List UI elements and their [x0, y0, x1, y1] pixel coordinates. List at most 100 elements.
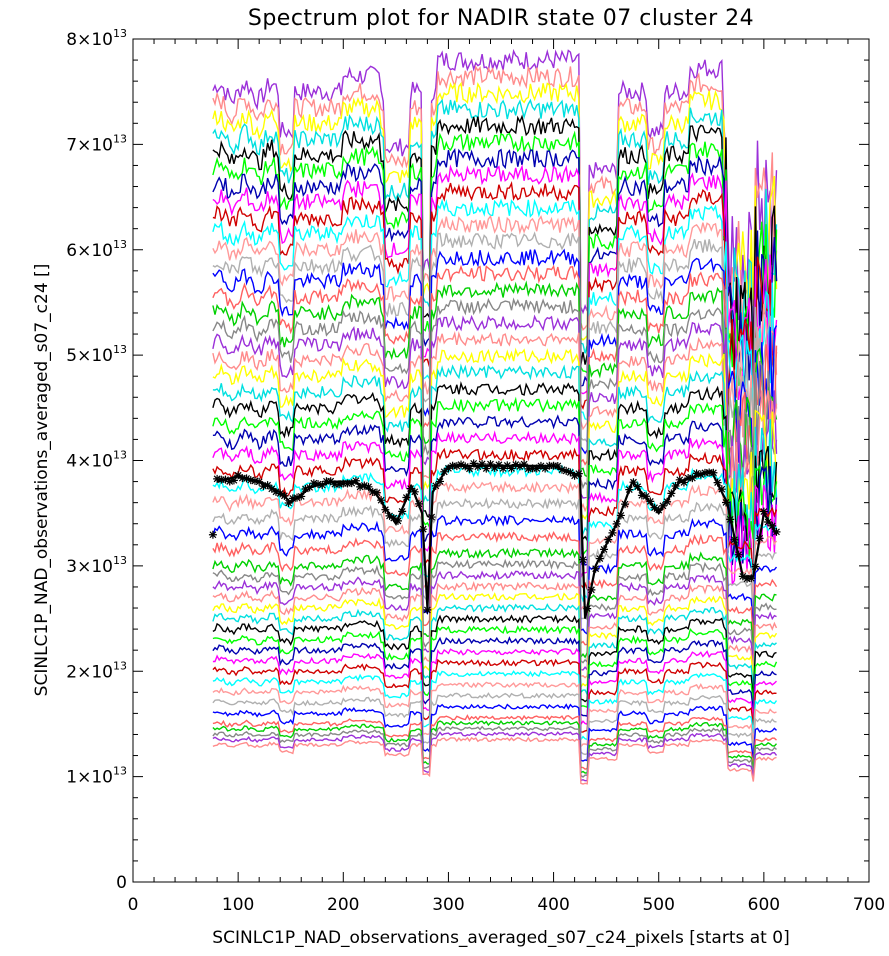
- mean-asterisk-marker: [507, 464, 516, 473]
- spectrum-series: [212, 198, 778, 422]
- mean-asterisk-marker: [511, 460, 520, 469]
- spectrum-series: [212, 558, 777, 664]
- mean-asterisk-marker: [730, 535, 739, 544]
- mean-asterisk-marker: [768, 521, 777, 530]
- mean-asterisk-marker: [276, 489, 285, 498]
- mean-asterisk-marker: [444, 464, 453, 473]
- mean-asterisk-marker: [440, 467, 449, 476]
- mean-asterisk-marker: [457, 460, 466, 469]
- mean-asterisk-marker: [478, 459, 487, 468]
- mean-asterisk-marker: [755, 534, 764, 543]
- mean-asterisk-marker: [250, 476, 259, 485]
- mean-asterisk-marker: [221, 475, 230, 484]
- spectrum-series: [212, 592, 778, 690]
- y-tick-label: 4×1013: [66, 449, 127, 472]
- mean-asterisk-marker: [549, 461, 558, 470]
- mean-asterisk-marker: [579, 555, 588, 564]
- mean-asterisk-marker: [692, 469, 701, 478]
- spectrum-series: [212, 547, 777, 659]
- mean-asterisk-marker: [330, 480, 339, 489]
- mean-asterisk-marker: [612, 519, 621, 528]
- spectrum-series: [212, 725, 777, 778]
- spectrum-series: [212, 463, 778, 603]
- mean-asterisk-marker: [772, 527, 781, 536]
- x-tick-label: 200: [327, 895, 359, 915]
- mean-asterisk-marker: [297, 492, 306, 501]
- mean-asterisk-marker: [242, 474, 251, 483]
- mean-asterisk-marker: [406, 484, 415, 493]
- mean-asterisk-marker: [255, 477, 264, 486]
- x-axis: 0 100 200 300 400 500 600 700: [128, 39, 885, 915]
- mean-asterisk-marker: [482, 464, 491, 473]
- mean-asterisk-marker: [208, 530, 217, 539]
- mean-asterisk-marker: [751, 562, 760, 571]
- mean-asterisk-marker: [764, 518, 773, 527]
- mean-asterisk-marker: [217, 475, 226, 484]
- spectrum-series: [212, 363, 778, 541]
- mean-asterisk-marker: [625, 485, 634, 494]
- mean-asterisk-marker: [452, 462, 461, 471]
- spectrum-series: [212, 731, 778, 782]
- mean-asterisk-marker: [343, 479, 352, 488]
- series-layer: [212, 48, 778, 785]
- spectrum-series: [212, 181, 778, 411]
- mean-asterisk-marker: [536, 461, 545, 470]
- mean-asterisk-marker: [545, 461, 554, 470]
- spectrum-series: [212, 670, 778, 742]
- x-tick-label: 700: [853, 895, 885, 915]
- spectrum-series: [212, 347, 778, 522]
- mean-asterisk-marker: [351, 476, 360, 485]
- mean-asterisk-marker: [393, 516, 402, 525]
- spectrum-series: [212, 396, 778, 561]
- mean-asterisk-marker: [679, 478, 688, 487]
- mean-asterisk-marker: [684, 474, 693, 483]
- spectrum-series: [212, 692, 777, 756]
- mean-asterisk-marker: [339, 479, 348, 488]
- mean-asterisk-marker: [515, 462, 524, 471]
- mean-asterisk-marker: [646, 497, 655, 506]
- mean-asterisk-marker: [524, 464, 533, 473]
- spectrum-series: [212, 164, 778, 451]
- mean-asterisk-marker: [288, 494, 297, 503]
- spectrum-chart: 0 100 200 300 400 500 600 700 0 1×1013 2×1013 3×10…: [66, 27, 885, 915]
- spectrum-series: [212, 130, 778, 391]
- spectrum-series: [212, 231, 778, 445]
- spectrum-series: [212, 719, 778, 774]
- mean-asterisk-marker: [372, 488, 381, 497]
- mean-asterisk-marker: [431, 481, 440, 490]
- mean-asterisk-marker: [398, 507, 407, 516]
- spectrum-series: [212, 81, 778, 352]
- mean-asterisk-marker: [326, 477, 335, 486]
- mean-asterisk-marker: [696, 470, 705, 479]
- mean-asterisk-marker: [658, 501, 667, 510]
- mean-asterisk-marker: [271, 487, 280, 496]
- mean-asterisk-marker: [486, 460, 495, 469]
- mean-asterisk-marker: [322, 477, 331, 486]
- spectrum-series: [212, 148, 778, 390]
- mean-asterisk-marker: [465, 464, 474, 473]
- mean-asterisk-marker: [562, 466, 571, 475]
- mean-asterisk-marker: [583, 604, 592, 613]
- mean-asterisk-marker: [747, 574, 756, 583]
- spectrum-series: [212, 581, 778, 679]
- spectrum-series: [212, 614, 777, 703]
- mean-asterisk-marker: [520, 460, 529, 469]
- mean-asterisk-marker: [705, 468, 714, 477]
- mean-asterisk-marker: [532, 464, 541, 473]
- mean-asterisk-marker: [364, 482, 373, 491]
- mean-asterisk-marker: [604, 535, 613, 544]
- x-tick-label: 300: [432, 895, 464, 915]
- mean-asterisk-marker: [448, 461, 457, 470]
- mean-asterisk-marker: [267, 484, 276, 493]
- mean-asterisk-marker: [633, 482, 642, 491]
- spectrum-series: [212, 513, 778, 636]
- mean-asterisk-marker: [734, 550, 743, 559]
- mean-asterisk-marker: [410, 487, 419, 496]
- y-axis: 0 1×1013 2×1013 3×1013 4×1013 5×1013 6×1013 7×1…: [66, 27, 869, 893]
- mean-asterisk-marker: [621, 500, 630, 509]
- mean-asterisk-marker: [700, 468, 709, 477]
- mean-asterisk-marker: [293, 493, 302, 502]
- mean-asterisk-marker: [541, 464, 550, 473]
- mean-asterisk-marker: [608, 528, 617, 537]
- mean-asterisk-marker: [263, 481, 272, 490]
